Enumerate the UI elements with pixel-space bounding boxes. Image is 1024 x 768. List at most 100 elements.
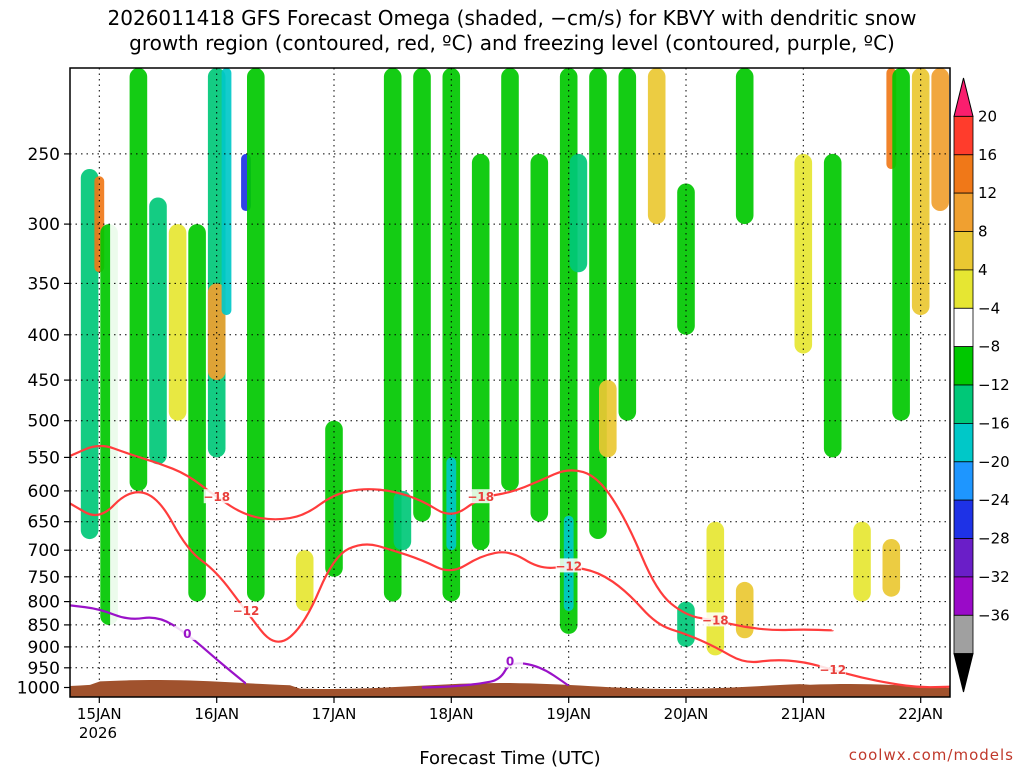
y-axis: 2503003504004505005506006507007508008509…: [17, 145, 70, 699]
y-tick-label-1: 300: [28, 215, 60, 235]
omega-cell-30: [618, 68, 637, 421]
y-tick-label-6: 550: [28, 448, 60, 468]
omega-cell-23: [501, 68, 519, 491]
omega-shading: [80, 68, 949, 656]
colorbar-swatch-2: [953, 154, 974, 194]
colorbar-swatch-14: [953, 614, 974, 655]
contour-label-0-2: −12: [819, 663, 846, 677]
omega-cell-32: [677, 183, 695, 335]
colorbar-label-3: 8: [978, 223, 988, 241]
x-year-label: 2026: [79, 724, 117, 742]
contour-line-3: [421, 662, 570, 689]
omega-cell-10: [221, 68, 232, 316]
omega-cell-14: [295, 550, 314, 612]
contour-label-2-0: 0: [183, 627, 191, 641]
temperature-contours: −12 −12 −12 −18 −18 −18 0 0: [70, 444, 950, 689]
colorbar-label-6: −8: [978, 338, 1000, 356]
omega-cell-29: [599, 380, 617, 458]
contour-label-bg-0-1: [555, 558, 582, 573]
contour-label-0-0: −12: [233, 604, 260, 618]
y-tick-label-14: 950: [28, 659, 60, 679]
y-tick-label-11: 800: [28, 593, 60, 613]
omega-cell-6: [168, 224, 187, 421]
omega-cell-44: [931, 68, 949, 211]
omega-cell-42: [892, 68, 910, 421]
colorbar: 20 16 12 8 4 −4 −8 −12 −16 −20 −24 −28 −32 −36: [953, 77, 1010, 693]
y-tick-label-8: 650: [28, 513, 60, 533]
omega-cell-24: [530, 153, 549, 522]
colorbar-swatch-11: [953, 499, 974, 539]
colorbar-swatch-9: [953, 422, 974, 463]
y-tick-label-10: 750: [28, 568, 60, 588]
omega-cell-39: [853, 521, 871, 602]
x-tick-label-5: 20JAN: [664, 705, 709, 723]
omega-cell-4: [129, 68, 148, 491]
x-tick-label-6: 21JAN: [781, 705, 826, 723]
y-tick-label-0: 250: [28, 145, 60, 165]
contour-label-1-1: −18: [467, 490, 494, 504]
colorbar-swatch-6: [953, 307, 974, 348]
omega-cell-7: [188, 224, 206, 602]
omega-cell-12: [247, 68, 265, 602]
colorbar-label-4: 4: [978, 261, 988, 279]
omega-cell-27: [569, 153, 588, 273]
contour-label-1-2: −18: [702, 613, 729, 627]
colorbar-swatch-5: [953, 269, 974, 309]
omega-cell-31: [647, 68, 666, 225]
colorbar-swatch-13: [953, 576, 974, 616]
contour-label-3-0: 0: [506, 655, 514, 669]
omega-cell-17: [383, 68, 402, 602]
colorbar-swatch-0: [953, 77, 974, 117]
colorbar-label-1: 16: [978, 146, 997, 164]
omega-cell-43: [911, 68, 930, 316]
chart-title-line-1: 2026011418 GFS Forecast Omega (shaded, −…: [108, 6, 917, 30]
contour-label-bg-2-0: [174, 625, 201, 640]
credit-annotation: coolwx.com/models: [849, 746, 1014, 764]
colorbar-swatch-15: [953, 653, 974, 693]
omega-cell-18: [393, 490, 412, 551]
x-tick-label-2: 17JAN: [312, 705, 357, 723]
terrain-band: [70, 680, 950, 697]
y-tick-label-13: 900: [28, 638, 60, 658]
omega-cell-19: [413, 68, 431, 522]
colorbar-label-2: 12: [978, 184, 997, 202]
contour-line-0: [70, 491, 950, 689]
colorbar-label-0: 20: [978, 107, 997, 125]
contour-label-bg-1-0: [203, 489, 230, 504]
omega-cell-36: [735, 68, 754, 225]
colorbar-swatch-12: [953, 538, 974, 578]
plot-frame: [69, 67, 951, 698]
omega-cell-40: [882, 539, 901, 597]
omega-cell-37: [794, 153, 813, 354]
omega-cell-38: [823, 153, 842, 458]
contour-label-bg-1-2: [702, 612, 729, 627]
colorbar-label-9: −20: [978, 453, 1010, 471]
x-tick-label-3: 18JAN: [429, 705, 474, 723]
omega-cell-22: [471, 153, 490, 551]
omega-cell-3: [110, 104, 128, 647]
colorbar-label-7: −12: [978, 376, 1010, 394]
y-tick-label-2: 350: [28, 274, 60, 294]
contour-line-2: [70, 604, 247, 685]
y-tick-label-15: 1000: [17, 679, 60, 699]
contour-label-1-0: −18: [203, 490, 230, 504]
omega-cell-16: [354, 68, 373, 522]
colorbar-swatch-8: [953, 384, 974, 424]
omega-cell-5: [149, 197, 167, 465]
contour-label-0-1: −12: [555, 559, 582, 573]
x-axis: 15JAN 16JAN 17JAN 18JAN 19JAN 20JAN 21JAN 22JAN: [77, 697, 943, 723]
colorbar-swatch-4: [953, 231, 974, 271]
chart-title-line-2: growth region (contoured, red, ºC) and f…: [129, 31, 895, 55]
colorbar-label-13: −36: [978, 606, 1010, 624]
y-tick-label-7: 600: [28, 482, 60, 502]
x-tick-label-0: 15JAN: [77, 705, 122, 723]
x-axis-label: Forecast Time (UTC): [419, 748, 600, 768]
omega-cell-28: [589, 68, 607, 539]
omega-cell-15: [325, 420, 343, 577]
contour-label-bg-0-2: [819, 661, 846, 676]
colorbar-swatch-7: [953, 346, 974, 386]
x-tick-label-1: 16JAN: [194, 705, 239, 723]
omega-cell-13: [266, 380, 285, 602]
omega-cell-9: [207, 283, 226, 381]
